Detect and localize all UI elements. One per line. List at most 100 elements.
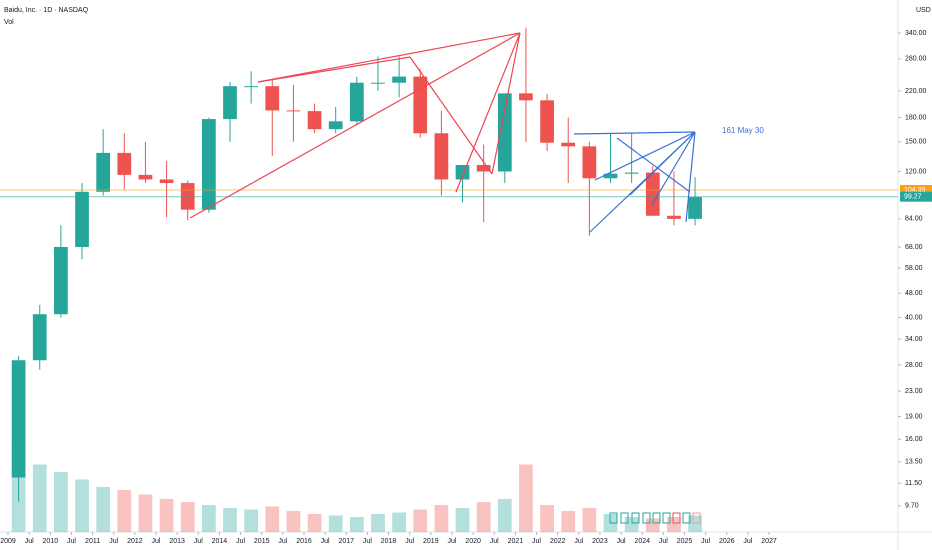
volume-bar [540, 505, 554, 532]
trendline [491, 32, 521, 175]
volume-bar [497, 499, 512, 532]
volume-bar [413, 509, 428, 532]
volume-bar [117, 490, 132, 532]
candle-body [117, 152, 132, 175]
trendline [409, 56, 493, 175]
candle-body [561, 142, 576, 147]
y-tick-label: 150.00 [905, 139, 927, 146]
y-tick-label: 11.50 [905, 480, 922, 487]
volume-bar [223, 508, 237, 532]
trendline [573, 131, 696, 135]
y-tick-label: 9.70 [905, 503, 919, 510]
volume-bar [688, 515, 702, 532]
x-tick-label: 2015 [254, 538, 270, 545]
x-tick-label: Jul [152, 538, 161, 545]
y-tick-label: 120.00 [905, 168, 927, 175]
volume-bar [328, 515, 343, 532]
trendline [616, 137, 691, 193]
y-tick-label: 16.00 [905, 436, 923, 443]
x-tick-label: Jul [532, 538, 541, 545]
candle-body [307, 111, 322, 130]
y-tick-label: 180.00 [905, 114, 927, 121]
chart-title: Baidu, Inc. · 1D · NASDAQ [4, 7, 89, 14]
candle-body [75, 191, 89, 247]
candle-body [519, 93, 533, 101]
x-tick-label: Jul [67, 538, 76, 545]
earnings-icon [631, 512, 640, 524]
volume-bar [392, 512, 406, 532]
volume-bar [349, 517, 364, 532]
x-tick-label: 2016 [296, 538, 312, 545]
volume-bar [201, 505, 216, 532]
volume-label: Vol [4, 19, 14, 26]
marks: 340.00 280.00 220.00 180.00 150.00 120.00 84.0… [0, 27, 932, 545]
x-tick-label: 2020 [465, 538, 481, 545]
x-tick-label: Jul [574, 538, 583, 545]
y-tick-label: 19.00 [905, 413, 923, 420]
volume-bar [96, 487, 111, 532]
x-tick-label: 2012 [127, 538, 143, 545]
earnings-icon [642, 512, 651, 524]
x-tick-label: 2027 [761, 538, 777, 545]
candle-body [96, 152, 111, 192]
volume-bar [180, 502, 195, 532]
y-tick-label: 68.00 [905, 244, 923, 251]
x-tick-label: Jul [405, 538, 414, 545]
volume-bar [476, 502, 491, 532]
x-tick-label: Jul [659, 538, 668, 545]
candle-body [244, 86, 259, 88]
candle-body [688, 197, 702, 219]
candle-body [624, 172, 639, 174]
candle-body [476, 164, 491, 172]
y-tick-label: 220.00 [905, 88, 927, 95]
price-tag [900, 191, 932, 202]
x-tick-label: 2025 [677, 538, 693, 545]
y-tick-label: 340.00 [905, 30, 927, 37]
volume-bar [561, 511, 576, 532]
volume-bar [307, 514, 322, 532]
x-tick-label: 2024 [634, 538, 650, 545]
candle-body [223, 86, 237, 120]
currency: USD [916, 7, 931, 14]
x-tick-label: Jul [194, 538, 203, 545]
candle-body [159, 179, 174, 184]
x-tick-label: 2023 [592, 538, 608, 545]
event-icons [609, 512, 701, 524]
trendline [455, 32, 521, 193]
x-tick-label: Jul [236, 538, 245, 545]
volume-bar [286, 511, 301, 532]
x-tick-label: Jul [25, 538, 34, 545]
x-tick-label: 2013 [169, 538, 185, 545]
candle-body [582, 146, 597, 179]
x-tick-label: Jul [617, 538, 626, 545]
volume-bar [667, 517, 681, 532]
candle-body [54, 246, 68, 315]
price-tag [900, 185, 932, 196]
volume-bar [159, 499, 174, 532]
x-tick-label: 2009 [0, 538, 16, 545]
y-tick-label: 13.50 [905, 459, 923, 466]
candle-body [11, 360, 26, 478]
candle-body [265, 86, 280, 111]
trendline [189, 32, 521, 219]
x-tick-label: Jul [363, 538, 372, 545]
x-tick-label: Jul [109, 538, 118, 545]
candle-body [138, 174, 153, 180]
earnings-icon [672, 512, 681, 524]
price-tag-label: 104.39 [904, 187, 926, 194]
candle-body [497, 93, 512, 172]
volume-bar [645, 518, 660, 532]
trendline [685, 131, 696, 223]
earnings-icon [652, 512, 661, 524]
earnings-icon [662, 512, 671, 524]
x-tick-label: 2022 [550, 538, 566, 545]
volume-bar [582, 508, 597, 532]
y-tick-label: 48.00 [905, 290, 923, 297]
x-tick-label: 2010 [43, 538, 59, 545]
earnings-icon [692, 512, 701, 524]
candle-body [32, 314, 47, 361]
trendline [257, 32, 521, 83]
earnings-icon [620, 512, 629, 524]
volume-bar [138, 494, 153, 532]
